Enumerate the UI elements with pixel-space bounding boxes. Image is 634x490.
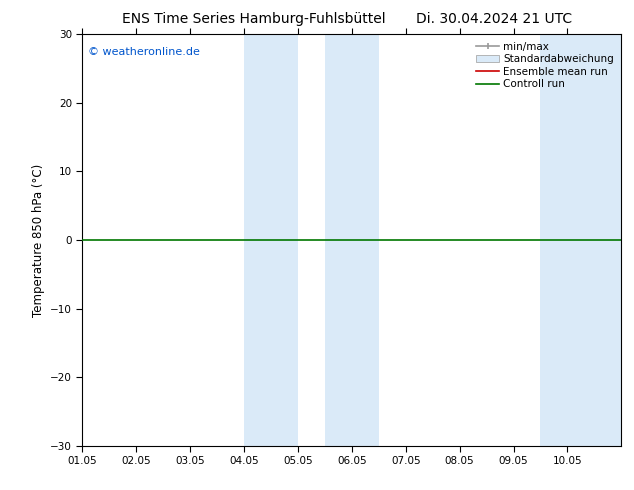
Text: © weatheronline.de: © weatheronline.de xyxy=(87,47,200,57)
Text: Di. 30.04.2024 21 UTC: Di. 30.04.2024 21 UTC xyxy=(417,12,573,26)
Bar xyxy=(244,34,298,446)
Y-axis label: Temperature 850 hPa (°C): Temperature 850 hPa (°C) xyxy=(32,164,44,317)
Text: ENS Time Series Hamburg-Fuhlsbüttel: ENS Time Series Hamburg-Fuhlsbüttel xyxy=(122,12,385,26)
Bar xyxy=(325,34,379,446)
Bar xyxy=(540,34,595,446)
Bar xyxy=(595,34,621,446)
Legend: min/max, Standardabweichung, Ensemble mean run, Controll run: min/max, Standardabweichung, Ensemble me… xyxy=(474,40,616,92)
